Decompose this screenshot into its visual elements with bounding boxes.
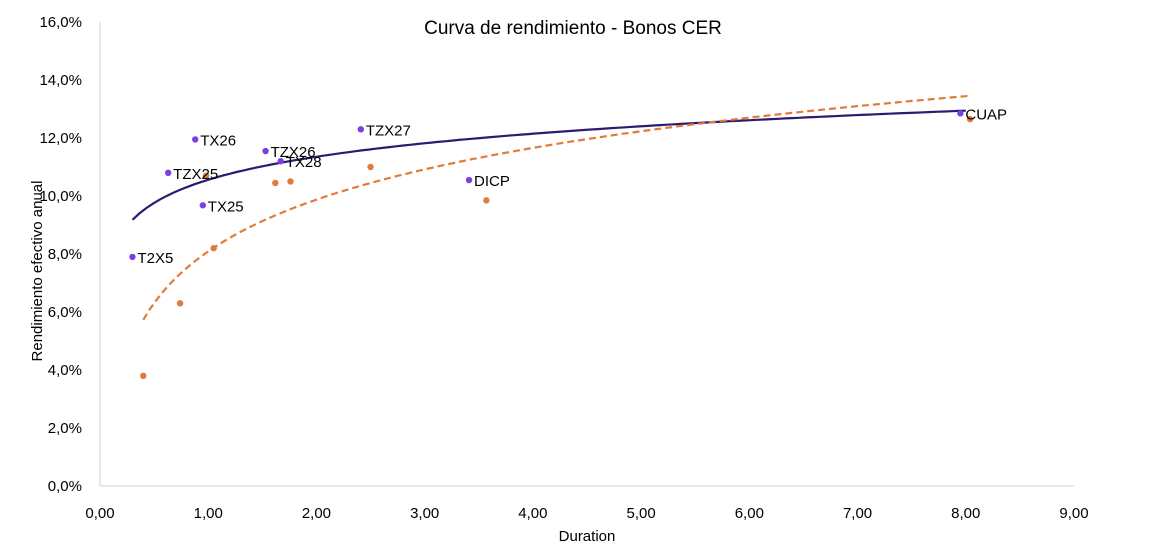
y-tick-labels: 0,0% 2,0% 4,0% 6,0% 8,0% 10,0% 12,0% 14,0% 16,0%: [39, 14, 82, 495]
trend-line-1: [131, 109, 966, 221]
y-tick-label: 8,0%: [48, 246, 82, 263]
y-axis-label: Rendimiento efectivo anual: [29, 181, 46, 362]
point-label: CUAP: [965, 106, 1007, 123]
x-tick-label: 2,00: [302, 505, 331, 522]
trend-line-2: [142, 94, 972, 321]
x-tick-label: 9,00: [1059, 505, 1088, 522]
y-tick-label: 6,0%: [48, 304, 82, 321]
y-tick-label: 14,0%: [39, 72, 82, 89]
x-tick-label: 8,00: [951, 505, 980, 522]
y-tick-label: 2,0%: [48, 420, 82, 437]
point-label: DICP: [474, 173, 510, 190]
x-tick-label: 4,00: [518, 505, 547, 522]
data-point: [483, 197, 490, 204]
y-tick-label: 4,0%: [48, 362, 82, 379]
data-point: [129, 253, 136, 261]
point-label: TX25: [208, 198, 244, 215]
data-point: [192, 136, 199, 143]
data-point: [202, 172, 210, 179]
point-label: TZX26: [271, 144, 316, 161]
y-tick-label: 16,0%: [39, 14, 82, 31]
data-point: [287, 178, 294, 185]
x-tick-label: 3,00: [410, 505, 439, 522]
y-tick-label: 10,0%: [39, 188, 82, 205]
data-point: [210, 245, 217, 252]
trend-lines: [131, 94, 972, 321]
point-label: TZX25: [173, 166, 218, 183]
data-point: [357, 126, 365, 133]
point-label: TX28: [286, 154, 322, 171]
x-axis-label: Duration: [559, 528, 616, 545]
point-label: T2X5: [137, 250, 173, 267]
data-point: [199, 202, 207, 209]
data-point: [367, 163, 374, 171]
y-tick-label: 12,0%: [39, 130, 82, 147]
chart-title: Curva de rendimiento - Bonos CER: [424, 18, 722, 39]
data-point: [164, 169, 172, 176]
x-tick-label: 0,00: [85, 505, 114, 522]
data-point: [262, 147, 269, 155]
point-label: TX26: [200, 132, 236, 149]
x-tick-label: 1,00: [194, 505, 223, 522]
data-point: [957, 110, 964, 117]
x-tick-labels: 0,00 1,00 2,00 3,00 4,00 5,00 6,00 7,00 8,00 9,00: [85, 505, 1088, 522]
y-tick-label: 0,0%: [48, 478, 82, 495]
x-tick-label: 6,00: [735, 505, 764, 522]
x-tick-label: 5,00: [627, 505, 656, 522]
data-point: [966, 115, 974, 123]
x-tick-label: 7,00: [843, 505, 872, 522]
data-point: [465, 176, 473, 184]
point-label: TZX27: [366, 122, 411, 139]
data-points: [129, 110, 974, 379]
data-point: [272, 179, 279, 187]
data-point: [140, 372, 147, 379]
data-point: [176, 300, 184, 307]
data-point: [277, 158, 284, 165]
